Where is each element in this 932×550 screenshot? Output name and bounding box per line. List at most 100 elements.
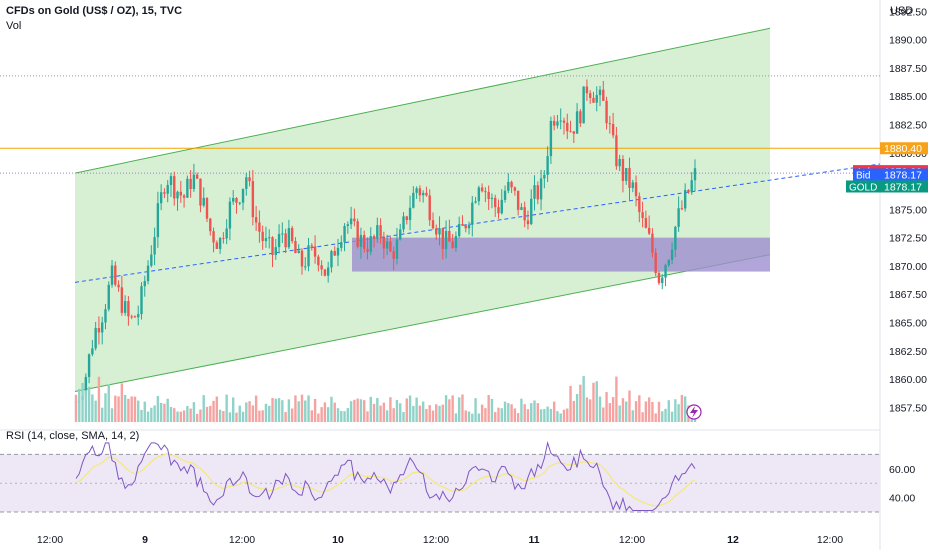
candle-body bbox=[271, 237, 274, 256]
candle-body bbox=[87, 354, 91, 377]
channel-midline bbox=[74, 163, 881, 283]
volume-bar bbox=[425, 408, 428, 422]
candle-body bbox=[602, 89, 605, 101]
candle-body bbox=[209, 218, 212, 232]
candle-body bbox=[543, 174, 546, 179]
volume-bar bbox=[369, 396, 372, 422]
volume-bar bbox=[258, 410, 261, 422]
volume-bar bbox=[605, 392, 608, 422]
candle-body bbox=[693, 168, 697, 181]
candle-body bbox=[91, 348, 94, 355]
volume-bar bbox=[431, 410, 435, 422]
candle-body bbox=[133, 316, 137, 318]
volume-bar bbox=[287, 399, 291, 422]
candle-body bbox=[566, 122, 569, 132]
volume-bar bbox=[297, 401, 300, 422]
volume-bar bbox=[638, 395, 641, 422]
volume-bar bbox=[651, 401, 654, 422]
volume-bar bbox=[91, 394, 94, 422]
candle-body bbox=[421, 192, 425, 196]
y-tick-label: 1887.50 bbox=[889, 63, 927, 75]
volume-bar bbox=[359, 399, 363, 422]
candle-body bbox=[516, 190, 520, 210]
candle-body bbox=[477, 187, 481, 202]
candle-body bbox=[490, 197, 494, 200]
volume-bar bbox=[241, 411, 245, 422]
candle-body bbox=[638, 196, 641, 213]
candle-body bbox=[385, 241, 389, 249]
y-tick-label: 1870.00 bbox=[889, 261, 927, 273]
volume-bar bbox=[611, 397, 615, 422]
candle-body bbox=[546, 156, 549, 175]
candle-body bbox=[290, 228, 294, 242]
volume-bar bbox=[595, 381, 598, 422]
candle-body bbox=[651, 233, 654, 253]
candle-body bbox=[264, 238, 268, 242]
volume-bar bbox=[215, 396, 219, 422]
candle-body bbox=[670, 249, 674, 260]
candle-body bbox=[454, 236, 458, 249]
candle-body bbox=[179, 191, 183, 196]
candle-body bbox=[137, 314, 140, 318]
support-zone bbox=[352, 237, 770, 272]
candle-body bbox=[146, 265, 150, 282]
volume-bar bbox=[444, 395, 448, 422]
volume-bar bbox=[562, 409, 566, 422]
candle-body bbox=[192, 174, 196, 190]
x-tick-label: 12:00 bbox=[817, 534, 843, 546]
volume-bar bbox=[585, 397, 589, 422]
candle-body bbox=[176, 191, 179, 199]
volume-bar bbox=[441, 404, 445, 422]
candle-body bbox=[569, 131, 572, 133]
x-tick-label: 12:00 bbox=[423, 534, 449, 546]
volume-bar bbox=[516, 413, 520, 422]
volume-bar bbox=[464, 410, 467, 422]
volume-bar bbox=[78, 388, 81, 422]
volume-bar bbox=[467, 411, 471, 422]
rsi-tick-label: 60.00 bbox=[889, 464, 915, 476]
volume-bar bbox=[546, 406, 549, 422]
candle-body bbox=[559, 120, 562, 122]
volume-bar bbox=[173, 408, 176, 422]
volume-bar bbox=[340, 410, 343, 422]
candle-body bbox=[503, 190, 507, 200]
candle-body bbox=[513, 187, 517, 191]
candle-body bbox=[431, 220, 435, 229]
y-tick-label: 1862.50 bbox=[889, 346, 927, 358]
volume-bar bbox=[346, 408, 350, 422]
volume-bar bbox=[228, 412, 232, 422]
y-tick-label: 1892.50 bbox=[889, 6, 927, 18]
price-tag-name-bg bbox=[853, 168, 880, 181]
candle-body bbox=[628, 167, 631, 188]
candle-body bbox=[245, 177, 248, 189]
volume-bar bbox=[323, 402, 327, 422]
volume-bar bbox=[349, 401, 353, 422]
candle-body bbox=[284, 233, 287, 248]
candle-body bbox=[595, 95, 598, 103]
candle-body bbox=[507, 181, 510, 191]
candle-body bbox=[579, 111, 582, 124]
candle-body bbox=[169, 176, 173, 186]
volume-bar bbox=[677, 404, 680, 422]
candle-body bbox=[644, 218, 648, 228]
y-tick-label: 1857.50 bbox=[889, 402, 927, 414]
candle-body bbox=[215, 242, 219, 249]
rsi-line bbox=[75, 440, 696, 512]
candle-body bbox=[520, 207, 523, 210]
candle-body bbox=[412, 192, 415, 208]
price-tag-bg bbox=[880, 168, 928, 181]
volume-bar bbox=[487, 394, 490, 422]
volume-bar bbox=[556, 411, 559, 422]
candle-body bbox=[156, 203, 160, 238]
volume-bar bbox=[533, 400, 536, 422]
candle-body bbox=[104, 309, 107, 323]
volume-bar bbox=[471, 413, 474, 422]
candle-body bbox=[254, 217, 258, 223]
x-tick-label: 12:00 bbox=[229, 534, 255, 546]
volume-bar bbox=[107, 384, 110, 422]
candle-body bbox=[415, 188, 418, 193]
volume-bar bbox=[421, 401, 425, 422]
volume-bar bbox=[281, 400, 284, 422]
volume-bar bbox=[143, 401, 146, 422]
